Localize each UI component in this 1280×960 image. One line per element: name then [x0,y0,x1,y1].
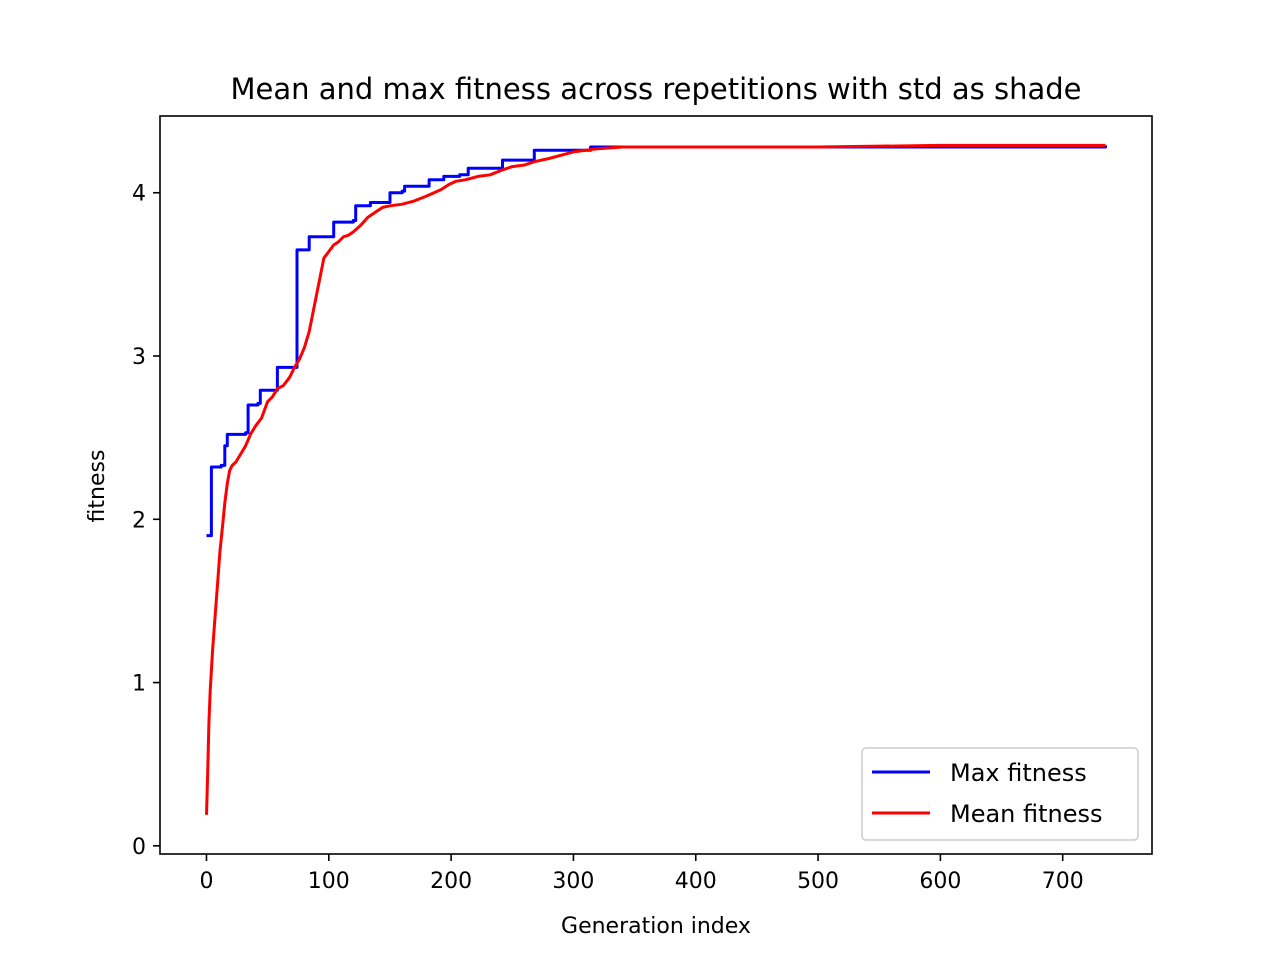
x-tick-label: 400 [675,869,717,894]
x-tick-label: 300 [552,869,594,894]
x-tick-label: 600 [919,869,961,894]
x-tick-label: 200 [430,869,472,894]
x-tick-label: 500 [797,869,839,894]
y-axis-label: fitness [85,450,110,523]
x-tick-label: 100 [308,869,350,894]
plot-area [205,143,1107,815]
y-tick-label: 2 [132,508,146,533]
y-tick-label: 3 [132,345,146,370]
x-tick-label: 0 [199,869,213,894]
axes: 0 100 200 300 400 500 600 700 0 1 2 3 4 [132,182,1084,894]
plot-frame [159,115,1153,855]
chart-title: Mean and max fitness across repetitions … [230,72,1081,106]
series-line-mean-fitness [205,143,1106,815]
legend: Max fitness Mean fitness [861,747,1139,841]
legend-label-mean-fitness: Mean fitness [950,800,1103,828]
y-tick-label: 0 [132,835,146,860]
y-tick-label: 4 [132,182,146,207]
series-line-max-fitness [206,145,1107,538]
legend-label-max-fitness: Max fitness [950,759,1087,787]
x-axis-label: Generation index [561,914,751,939]
y-tick-label: 1 [132,672,146,697]
x-tick-label: 700 [1042,869,1084,894]
legend-box [861,747,1139,841]
